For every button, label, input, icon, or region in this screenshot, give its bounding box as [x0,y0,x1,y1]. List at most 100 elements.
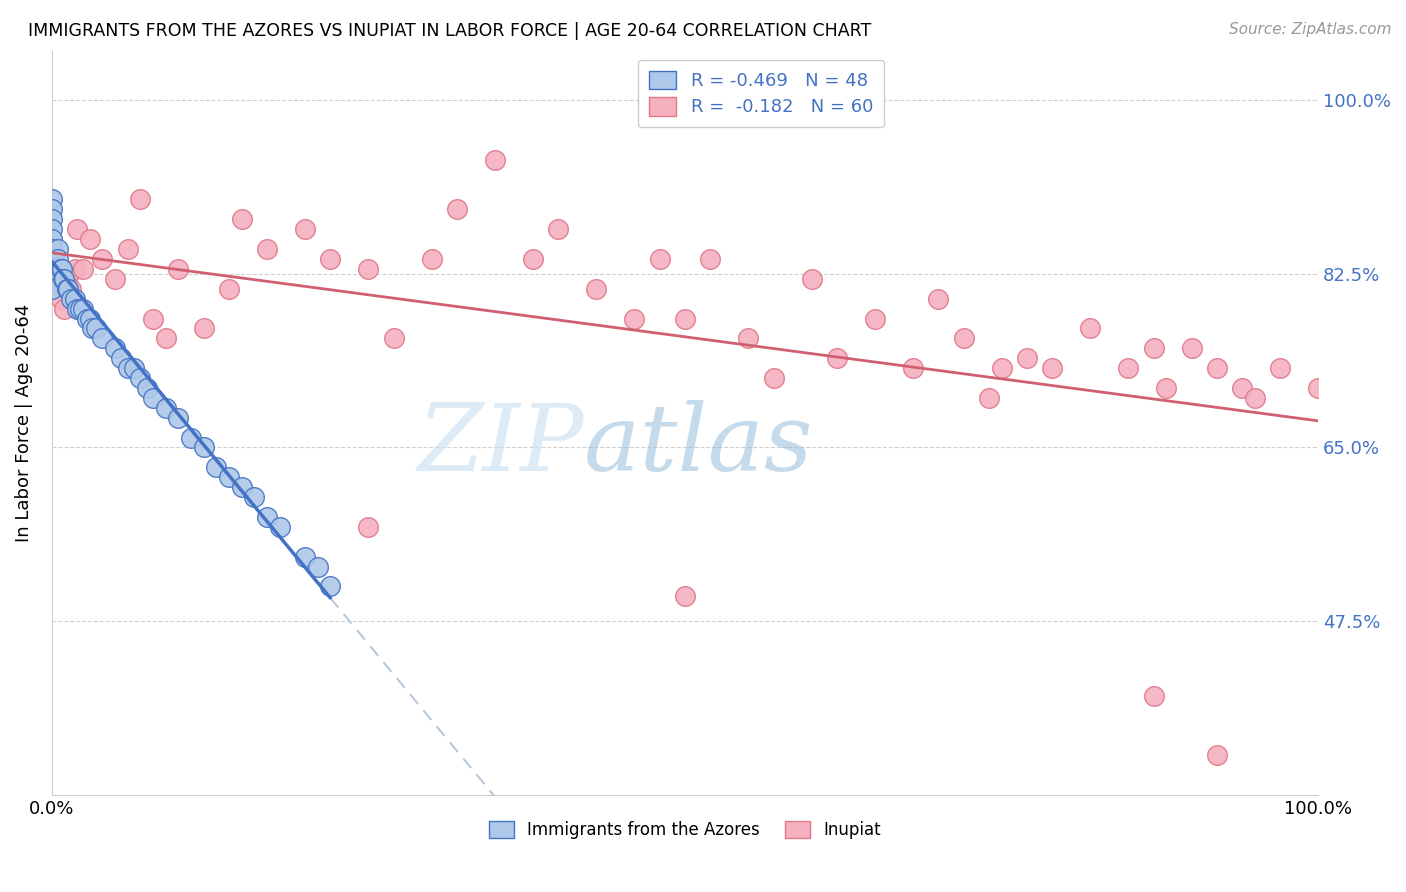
Point [585,282,607,296]
Point [56,272,79,286]
Point [66,222,89,236]
Point [59,292,82,306]
Point [72,261,94,276]
Point [52,272,75,286]
Point [91,252,114,266]
Point [41,222,63,236]
Point [231,212,253,227]
Point [1116,361,1139,376]
Point [135,381,157,395]
Point [420,252,443,266]
Point [1078,321,1101,335]
Point [167,410,190,425]
Point [294,549,316,564]
Point [1142,341,1164,355]
Point [243,490,266,504]
Text: ZIP: ZIP [418,400,583,490]
Point [1040,361,1063,376]
Point [256,510,278,524]
Point [825,351,848,366]
Text: atlas: atlas [583,400,813,490]
Point [53,301,76,316]
Point [46,242,69,256]
Point [180,431,202,445]
Point [382,331,405,345]
Point [673,589,696,603]
Point [79,232,101,246]
Point [1230,381,1253,395]
Point [294,222,316,236]
Point [53,272,76,286]
Point [218,470,240,484]
Point [122,361,145,376]
Point [800,272,823,286]
Point [205,460,228,475]
Point [58,282,80,296]
Point [41,261,63,276]
Point [49,292,72,306]
Point [1180,341,1202,355]
Point [56,282,79,296]
Point [762,371,785,385]
Point [193,441,215,455]
Point [952,331,974,345]
Point [319,252,342,266]
Point [41,242,63,256]
Point [104,341,127,355]
Point [110,351,132,366]
Point [1268,361,1291,376]
Point [901,361,924,376]
Text: IMMIGRANTS FROM THE AZORES VS INUPIAT IN LABOR FORCE | AGE 20-64 CORRELATION CHA: IMMIGRANTS FROM THE AZORES VS INUPIAT IN… [28,22,872,40]
Point [737,331,759,345]
Point [46,272,69,286]
Point [193,321,215,335]
Point [357,261,380,276]
Point [63,261,86,276]
Point [142,391,165,405]
Point [484,153,506,167]
Point [41,212,63,227]
Point [59,282,82,296]
Point [91,331,114,345]
Point [155,401,177,415]
Point [82,321,104,335]
Point [927,292,949,306]
Point [623,311,645,326]
Point [1243,391,1265,405]
Point [699,252,721,266]
Point [41,252,63,266]
Point [51,261,73,276]
Point [63,292,86,306]
Point [167,261,190,276]
Point [256,242,278,256]
Point [41,272,63,286]
Point [69,301,91,316]
Point [1142,689,1164,703]
Point [1205,747,1227,762]
Point [117,361,139,376]
Point [41,282,63,296]
Point [673,311,696,326]
Point [129,371,152,385]
Point [49,261,72,276]
Point [231,480,253,494]
Point [990,361,1012,376]
Point [117,242,139,256]
Point [41,232,63,246]
Y-axis label: In Labor Force | Age 20-64: In Labor Force | Age 20-64 [15,303,32,541]
Point [76,311,98,326]
Point [46,252,69,266]
Point [84,321,107,335]
Point [104,272,127,286]
Point [522,252,544,266]
Point [1308,381,1330,395]
Point [863,311,886,326]
Point [41,193,63,207]
Point [319,579,342,593]
Point [977,391,1000,405]
Point [1015,351,1038,366]
Point [79,311,101,326]
Point [72,301,94,316]
Point [1154,381,1177,395]
Point [155,331,177,345]
